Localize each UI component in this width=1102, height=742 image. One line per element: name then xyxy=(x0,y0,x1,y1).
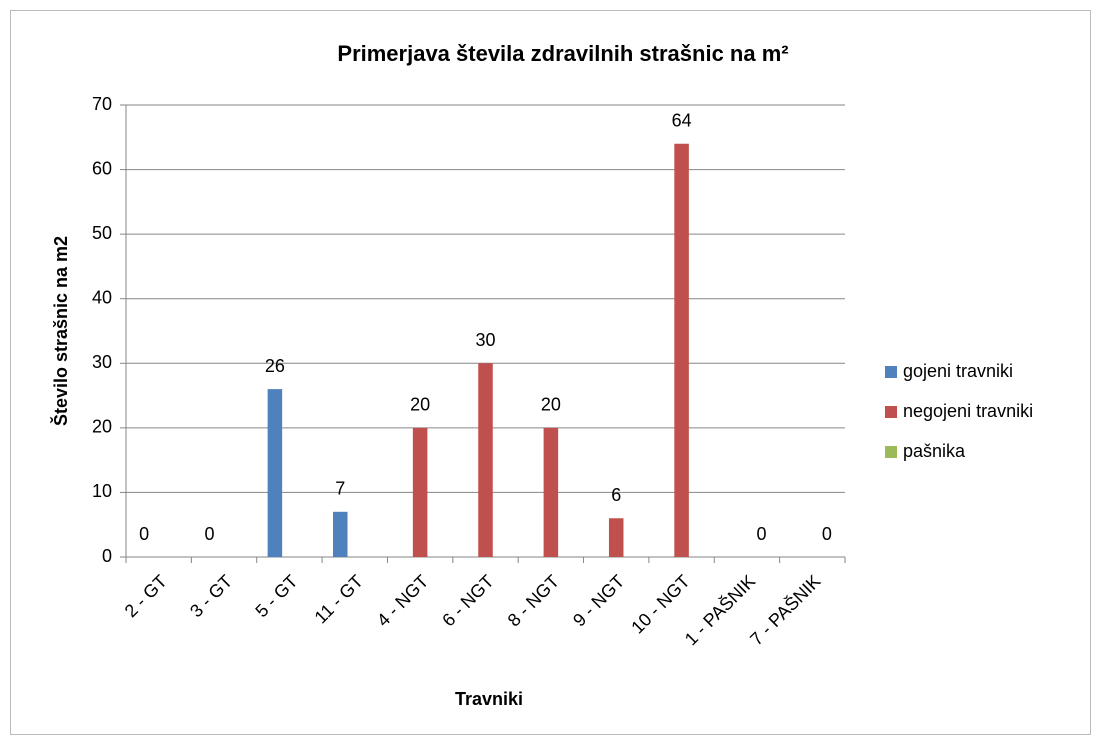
bar xyxy=(543,427,559,557)
y-tick-label: 60 xyxy=(92,158,112,178)
legend-swatch xyxy=(885,446,897,458)
x-axis-label: Travniki xyxy=(455,689,523,709)
bar xyxy=(332,511,348,557)
bar xyxy=(478,363,493,557)
y-tick-label: 70 xyxy=(92,94,112,114)
legend-swatch xyxy=(885,406,897,418)
data-label: 0 xyxy=(822,524,832,544)
data-label: 26 xyxy=(265,356,285,376)
data-label: 20 xyxy=(410,395,430,415)
data-label: 30 xyxy=(475,330,495,350)
y-tick-label: 10 xyxy=(92,481,112,501)
legend-label: gojeni travniki xyxy=(903,361,1013,381)
y-axis-label: Število strašnic na m2 xyxy=(50,236,71,426)
bar xyxy=(412,427,428,557)
bar xyxy=(674,143,689,557)
bar xyxy=(608,518,624,557)
y-tick-label: 20 xyxy=(92,417,112,437)
y-tick-label: 0 xyxy=(102,546,112,566)
data-label: 20 xyxy=(541,395,561,415)
chart-title: Primerjava števila zdravilnih strašnic n… xyxy=(337,41,788,66)
y-tick-label: 50 xyxy=(92,223,112,243)
data-label: 0 xyxy=(205,524,215,544)
legend-swatch xyxy=(885,366,897,378)
legend-label: pašnika xyxy=(903,441,966,461)
data-label: 0 xyxy=(139,524,149,544)
chart-border xyxy=(10,10,1091,735)
data-label: 6 xyxy=(611,485,621,505)
legend-label: negojeni travniki xyxy=(903,401,1033,421)
data-label: 7 xyxy=(335,479,345,499)
data-label: 0 xyxy=(756,524,766,544)
data-label: 64 xyxy=(672,110,692,130)
y-tick-label: 40 xyxy=(92,287,112,307)
y-tick-label: 30 xyxy=(92,352,112,372)
bar xyxy=(267,389,283,557)
